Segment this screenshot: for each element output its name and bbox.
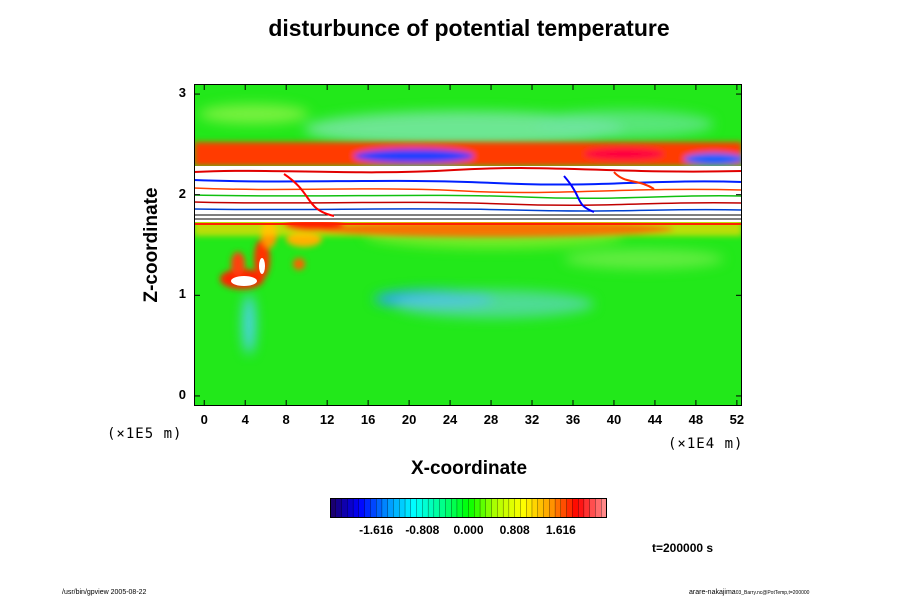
colorbar-cell (341, 498, 348, 518)
colorbar-tick-label: 0.808 (499, 523, 530, 537)
colorbar-cell (508, 498, 516, 518)
colorbar-cell (416, 498, 423, 518)
colorbar-cell (497, 498, 504, 518)
x-tick-label: 16 (360, 412, 376, 427)
colorbar-cell (404, 498, 412, 518)
colorbar-cell (577, 498, 585, 518)
footer-right: arare-nakajima03_Barry.nc@PotTemp,t=2000… (689, 589, 810, 596)
x-tick-label: 52 (729, 412, 745, 427)
colorbar-cell (347, 498, 354, 518)
colorbar-cell (479, 498, 487, 518)
colorbar-cell (456, 498, 464, 518)
colorbar-cell (572, 498, 579, 518)
colorbar-cell (543, 498, 550, 518)
field-smooth-anomalies (199, 104, 724, 354)
colorbar-cell (520, 498, 527, 518)
chart-title: disturbunce of potential temperature (268, 15, 670, 41)
colorbar-cell (601, 498, 607, 518)
colorbar-cell (468, 498, 475, 518)
colorbar-cell (451, 498, 458, 518)
x-tick-marks (203, 84, 738, 406)
colorbar-cell (560, 498, 568, 518)
colorbar-cell (549, 498, 556, 518)
x-tick-label: 8 (282, 412, 290, 427)
colorbar-cell (399, 498, 406, 518)
y-axis-label: Z-coordinate (141, 187, 162, 303)
colorbar-cell (566, 498, 573, 518)
colorbar-cell (537, 498, 545, 518)
colorbar-cell (352, 498, 360, 518)
heatmap-plot (194, 84, 742, 406)
colorbar (330, 498, 607, 518)
x-tick-label: 32 (524, 412, 540, 427)
colorbar-cell (462, 498, 470, 518)
x-tick-label: 12 (319, 412, 335, 427)
x-tick-label: 24 (442, 412, 458, 427)
colorbar-cell (335, 498, 343, 518)
plot-frame (194, 84, 742, 406)
x-tick-label: 40 (606, 412, 622, 427)
colorbar-tick-label: -1.616 (359, 523, 394, 537)
y-tick-marks (194, 93, 742, 397)
colorbar-cell (526, 498, 533, 518)
colorbar-cell (491, 498, 498, 518)
field-plume-core (231, 258, 265, 286)
footer-left: /usr/bin/gpview 2005-08-22 (62, 589, 147, 596)
x-axis-unit: (×1E4 m) (668, 436, 744, 452)
colorbar-cell (422, 498, 429, 518)
colorbar-cell (364, 498, 371, 518)
x-axis-label: X-coordinate (410, 458, 528, 479)
x-tick-label: 4 (241, 412, 249, 427)
time-annotation: t=200000 s (652, 541, 714, 555)
y-tick-label: 2 (178, 185, 186, 201)
colorbar-cell (485, 498, 493, 518)
colorbar-cell (531, 498, 539, 518)
colorbar-cell (589, 498, 597, 518)
colorbar-cell (502, 498, 510, 518)
y-axis-unit: (×1E5 m) (107, 426, 183, 442)
y-tick-label: 3 (178, 85, 186, 101)
y-tick-label: 0 (178, 386, 186, 402)
colorbar-tick-label: 1.616 (545, 523, 576, 537)
colorbar-tick-label: -0.808 (405, 523, 440, 537)
x-tick-label: 28 (483, 412, 499, 427)
colorbar-cell (583, 498, 591, 518)
colorbar-cell (445, 498, 452, 518)
colorbar-cell (381, 498, 389, 518)
colorbar-cell (427, 498, 435, 518)
field-strong-layer (194, 166, 742, 225)
x-tick-label: 36 (565, 412, 581, 427)
colorbar-cell (474, 498, 481, 518)
x-tick-label: 20 (401, 412, 417, 427)
colorbar-cell (433, 498, 441, 518)
colorbar-cell (439, 498, 446, 518)
x-tick-label: 0 (200, 412, 208, 427)
colorbar-cell (393, 498, 400, 518)
x-tick-label: 44 (647, 412, 663, 427)
colorbar-cell (376, 498, 383, 518)
x-tick-label: 48 (688, 412, 704, 427)
colorbar-cell (387, 498, 395, 518)
colorbar-cell (514, 498, 521, 518)
colorbar-cell (410, 498, 418, 518)
colorbar-cell (370, 498, 377, 518)
colorbar-tick-label: 0.000 (453, 523, 484, 537)
y-tick-label: 1 (178, 286, 186, 302)
colorbar-cell (554, 498, 562, 518)
colorbar-cell (595, 498, 602, 518)
colorbar-cell (358, 498, 366, 518)
